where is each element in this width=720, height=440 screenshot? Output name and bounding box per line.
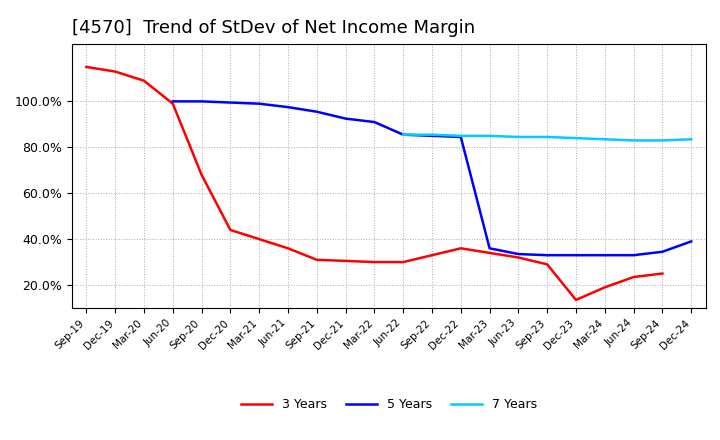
3 Years bbox=[168, 101, 177, 106]
5 Years bbox=[629, 253, 638, 258]
7 Years bbox=[629, 138, 638, 143]
5 Years bbox=[687, 239, 696, 244]
Text: [4570]  Trend of StDev of Net Income Margin: [4570] Trend of StDev of Net Income Marg… bbox=[72, 19, 475, 37]
3 Years bbox=[226, 227, 235, 233]
5 Years bbox=[341, 116, 350, 121]
3 Years bbox=[312, 257, 321, 262]
5 Years bbox=[284, 104, 292, 110]
3 Years bbox=[600, 285, 609, 290]
7 Years bbox=[543, 134, 552, 139]
3 Years bbox=[197, 172, 206, 177]
3 Years bbox=[140, 78, 148, 83]
5 Years bbox=[456, 134, 465, 139]
3 Years bbox=[428, 253, 436, 258]
Legend: 3 Years, 5 Years, 7 Years: 3 Years, 5 Years, 7 Years bbox=[235, 393, 542, 416]
7 Years bbox=[687, 137, 696, 142]
5 Years bbox=[312, 109, 321, 114]
3 Years bbox=[658, 271, 667, 276]
5 Years bbox=[370, 119, 379, 125]
5 Years bbox=[399, 132, 408, 137]
5 Years bbox=[197, 99, 206, 104]
5 Years bbox=[572, 253, 580, 258]
5 Years bbox=[600, 253, 609, 258]
3 Years bbox=[629, 275, 638, 280]
7 Years bbox=[399, 132, 408, 137]
5 Years bbox=[543, 253, 552, 258]
7 Years bbox=[428, 132, 436, 137]
Line: 5 Years: 5 Years bbox=[173, 101, 691, 255]
5 Years bbox=[658, 249, 667, 254]
3 Years bbox=[370, 260, 379, 265]
3 Years bbox=[341, 258, 350, 264]
3 Years bbox=[111, 69, 120, 74]
3 Years bbox=[82, 64, 91, 70]
7 Years bbox=[456, 133, 465, 139]
3 Years bbox=[399, 260, 408, 265]
Line: 3 Years: 3 Years bbox=[86, 67, 662, 300]
7 Years bbox=[600, 137, 609, 142]
5 Years bbox=[485, 246, 494, 251]
5 Years bbox=[226, 100, 235, 105]
5 Years bbox=[255, 101, 264, 106]
Line: 7 Years: 7 Years bbox=[403, 135, 691, 140]
3 Years bbox=[572, 297, 580, 303]
3 Years bbox=[284, 246, 292, 251]
3 Years bbox=[485, 250, 494, 256]
7 Years bbox=[658, 138, 667, 143]
3 Years bbox=[255, 236, 264, 242]
5 Years bbox=[514, 251, 523, 257]
3 Years bbox=[543, 262, 552, 267]
3 Years bbox=[456, 246, 465, 251]
5 Years bbox=[168, 99, 177, 104]
5 Years bbox=[428, 133, 436, 139]
3 Years bbox=[514, 255, 523, 260]
7 Years bbox=[572, 136, 580, 141]
7 Years bbox=[485, 133, 494, 139]
7 Years bbox=[514, 134, 523, 139]
